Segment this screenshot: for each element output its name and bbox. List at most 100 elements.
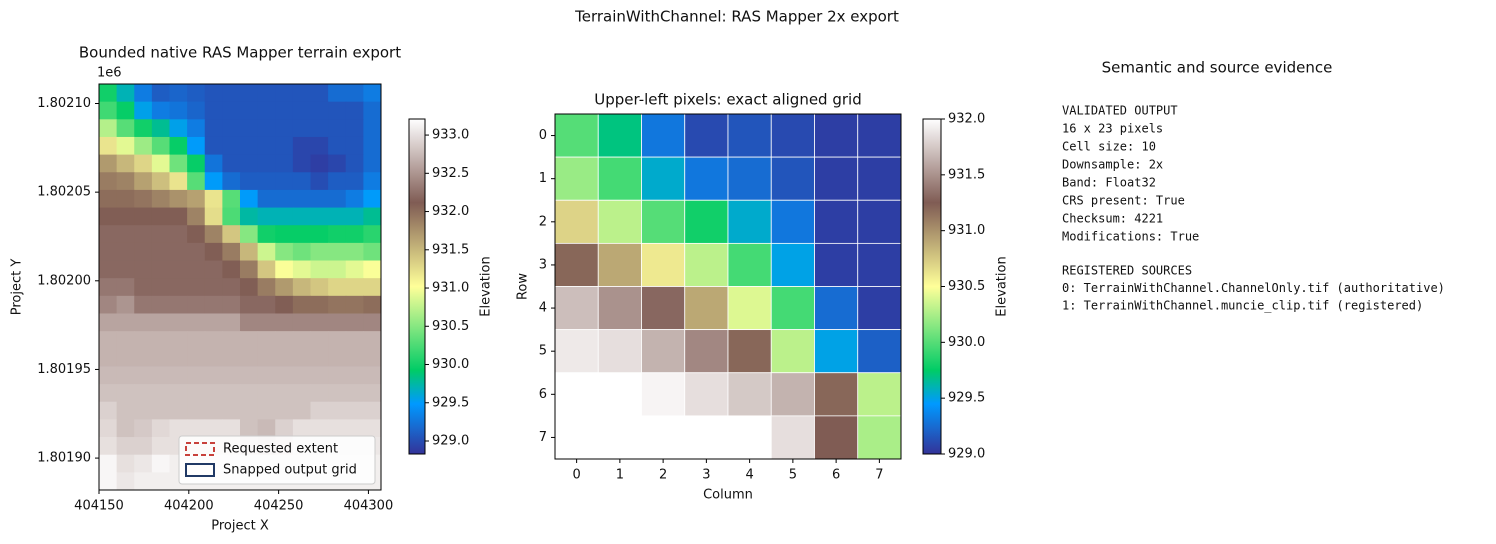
heatmap-cell	[99, 84, 118, 103]
y-tick-label: 0	[539, 128, 547, 143]
heatmap-cell	[641, 415, 686, 460]
heatmap-cell	[328, 154, 347, 173]
heatmap-cell	[727, 156, 772, 201]
heatmap-cell	[134, 366, 153, 385]
colorbar-label: Elevation	[995, 256, 1010, 316]
panel-title: Semantic and source evidence	[1102, 59, 1333, 77]
heatmap-cell	[151, 242, 170, 262]
heatmap-cell	[345, 331, 364, 350]
heatmap-cell	[204, 136, 223, 156]
heatmap-cell	[116, 295, 135, 314]
heatmap-cell	[310, 154, 329, 173]
heatmap-cell	[134, 278, 153, 297]
heatmap-cell	[641, 242, 686, 287]
heatmap-cell	[134, 189, 153, 209]
colorbar-tick-label: 929.0	[948, 447, 985, 462]
heatmap-cell	[151, 384, 170, 403]
x-tick-label: 1	[616, 468, 624, 483]
legend-label: Snapped output grid	[223, 463, 357, 478]
heatmap-cell	[204, 295, 223, 314]
heatmap-cell	[116, 348, 135, 367]
heatmap-cell	[240, 101, 259, 120]
heatmap-cell	[310, 331, 329, 350]
heatmap-cell	[328, 260, 347, 279]
heatmap-cell	[151, 366, 170, 385]
heatmap-cell	[134, 136, 153, 156]
heatmap-cell	[554, 372, 599, 417]
colorbar-label: Elevation	[479, 256, 494, 316]
heatmap-cell	[222, 348, 241, 367]
heatmap-cell	[222, 101, 241, 120]
heatmap-cell	[363, 295, 382, 314]
heatmap-cell	[151, 472, 170, 491]
heatmap-cell	[310, 419, 329, 438]
heatmap-cell	[169, 242, 188, 262]
colorbar-tick-label: 930.0	[432, 357, 469, 372]
heatmap-cell	[328, 136, 347, 156]
heatmap-cell	[363, 225, 382, 244]
heatmap-cell	[641, 156, 686, 201]
heatmap-cell	[770, 372, 815, 417]
heatmap-cell	[240, 295, 259, 314]
heatmap-cell	[345, 101, 364, 120]
heatmap-cell	[151, 401, 170, 420]
heatmap-cell	[116, 419, 135, 438]
heatmap-cell	[222, 119, 241, 138]
heatmap-cell	[257, 242, 276, 262]
heatmap-cell	[116, 119, 135, 138]
heatmap-cell	[554, 286, 599, 331]
heatmap-cell	[310, 172, 329, 191]
heatmap-cell	[204, 260, 223, 279]
heatmap-cell	[257, 119, 276, 138]
heatmap-cell	[857, 199, 902, 244]
x-tick-label: 5	[789, 468, 797, 483]
heatmap-cell	[99, 401, 118, 420]
heatmap-cell	[328, 101, 347, 120]
heatmap-cell	[204, 119, 223, 138]
heatmap-cell	[310, 189, 329, 209]
heatmap-cell	[328, 84, 347, 103]
heatmap-cell	[328, 119, 347, 138]
heatmap-cell	[727, 113, 772, 158]
heatmap-cell	[345, 119, 364, 138]
heatmap-cell	[641, 372, 686, 417]
heatmap-cell	[257, 331, 276, 350]
heatmap-cell	[99, 207, 118, 226]
heatmap-cell	[770, 199, 815, 244]
heatmap-cell	[187, 84, 206, 103]
heatmap-cell	[814, 156, 859, 201]
heatmap-cell	[134, 154, 153, 173]
heatmap-cell	[857, 286, 902, 331]
heatmap-cell	[275, 154, 294, 173]
heatmap-cell	[275, 331, 294, 350]
heatmap-cell	[187, 136, 206, 156]
heatmap-cell	[169, 189, 188, 209]
heatmap-cell	[345, 401, 364, 420]
heatmap-cell	[187, 401, 206, 420]
heatmap-cell	[134, 401, 153, 420]
heatmap-cell	[363, 384, 382, 403]
heatmap-cell	[151, 331, 170, 350]
heatmap-cell	[134, 225, 153, 244]
heatmap-cell	[363, 136, 382, 156]
heatmap-cell	[857, 329, 902, 374]
heatmap-cell	[814, 113, 859, 158]
heatmap-cell	[310, 295, 329, 314]
colorbar	[408, 118, 426, 455]
heatmap-cell	[684, 242, 729, 287]
colorbar	[922, 118, 942, 455]
heatmap-cell	[204, 401, 223, 420]
heatmap-cell	[275, 366, 294, 385]
panel-line: Band: Float32	[1062, 176, 1156, 190]
heatmap-cell	[169, 366, 188, 385]
heatmap-cell	[345, 278, 364, 297]
heatmap-cell	[310, 401, 329, 420]
heatmap-cell	[204, 331, 223, 350]
heatmap-cell	[204, 189, 223, 209]
heatmap-cell	[169, 419, 188, 438]
heatmap-cell	[169, 136, 188, 156]
heatmap-cell	[292, 154, 311, 173]
heatmap-cell	[187, 348, 206, 367]
heatmap-cell	[222, 84, 241, 103]
x-tick-label: 404300	[344, 499, 394, 514]
